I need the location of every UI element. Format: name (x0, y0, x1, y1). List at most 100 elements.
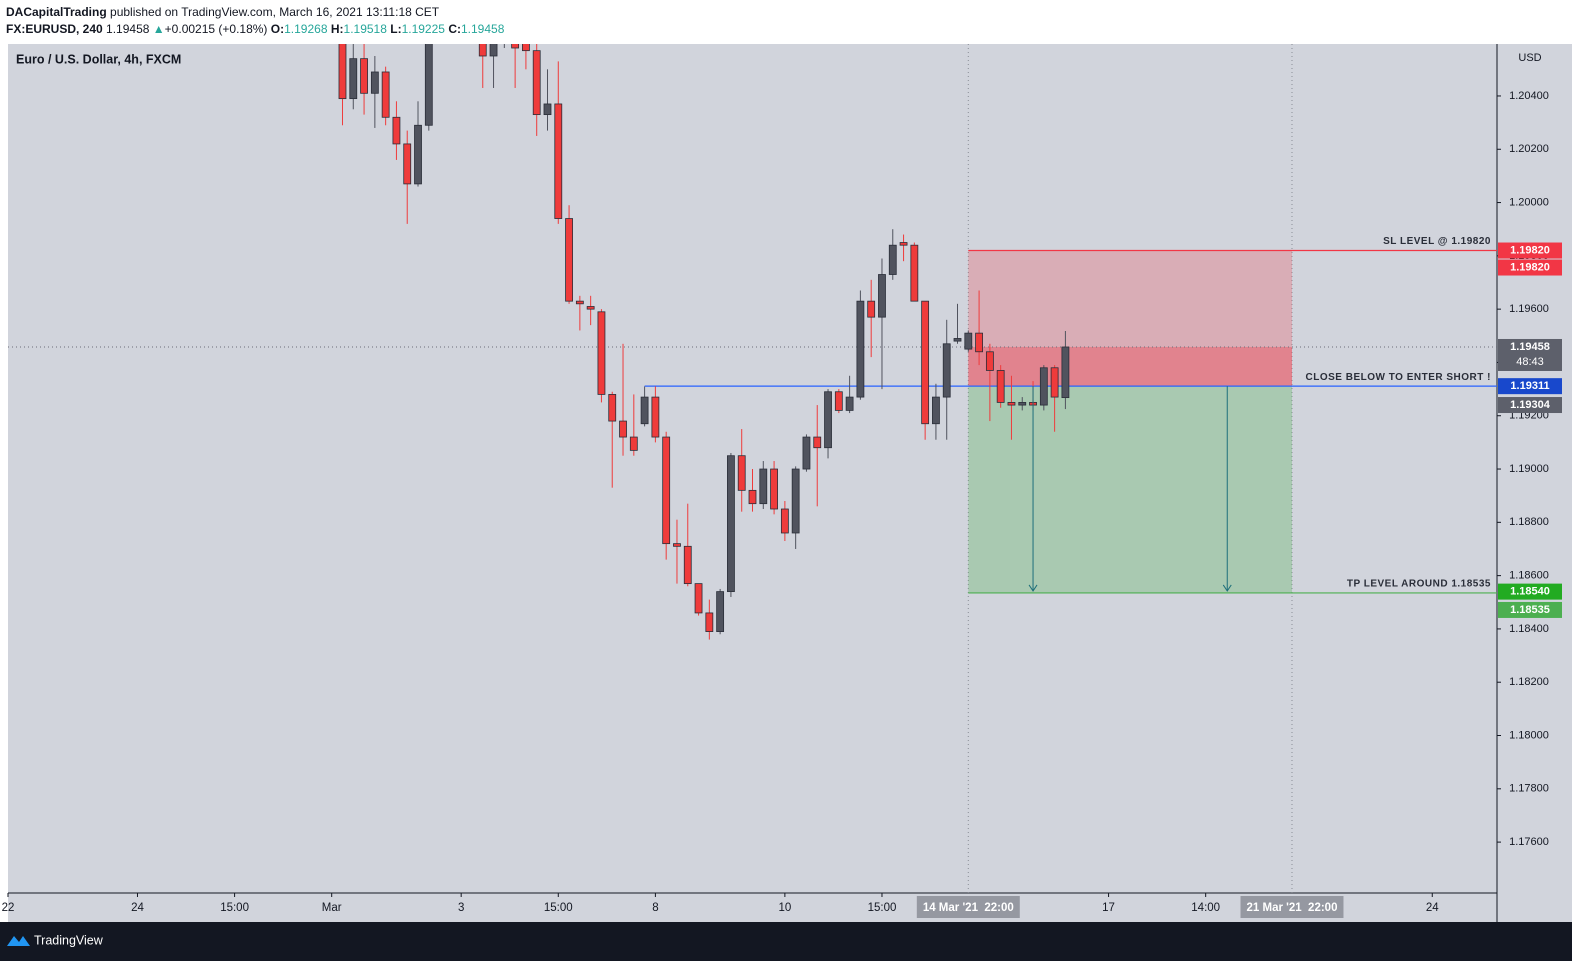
stop-zone (968, 250, 1292, 387)
price-tag (1498, 242, 1562, 259)
header-bg (0, 0, 1572, 44)
candle-body (705, 612, 714, 632)
candle-body (543, 103, 552, 116)
candle-body (478, 44, 487, 57)
price-tag-label: 1.18535 (1510, 604, 1550, 616)
candle-body (1061, 346, 1070, 399)
candle-body (845, 396, 854, 411)
candle-body (532, 50, 541, 116)
time-marker-label: 14 Mar '21 22:00 (923, 902, 1014, 914)
change: +0.00215 (+0.18%) (164, 22, 268, 36)
candle-body (953, 338, 962, 342)
candle-body (813, 436, 822, 449)
author: DACapitalTrading (6, 5, 107, 19)
candle-body (1039, 367, 1048, 406)
x-tick-label: 10 (778, 902, 791, 914)
annotation: CLOSE BELOW TO ENTER SHORT ! (1306, 372, 1491, 383)
annotation: SL LEVEL @ 1.19820 (1383, 236, 1491, 247)
price-tag (1498, 397, 1562, 414)
candle-body (975, 332, 983, 353)
y-tick-label: 1.20000 (1509, 196, 1549, 208)
candle-body (629, 436, 638, 451)
candle-body (694, 583, 703, 614)
candle-body (867, 300, 876, 318)
footer-bg (0, 922, 1572, 961)
y-tick-label: 1.20400 (1509, 90, 1549, 102)
price-tag (1498, 259, 1562, 276)
candle-body (619, 420, 627, 438)
ohlc-key: O: (270, 22, 285, 36)
time-marker-box (916, 896, 1020, 918)
candle-body (727, 455, 735, 593)
y-tick-label: 1.19600 (1509, 303, 1549, 315)
candle-body (737, 455, 746, 491)
ohlc-value: 1.19518 (343, 22, 387, 36)
y-tick-label: 1.18200 (1509, 676, 1549, 688)
symbol: FX:EURUSD, 240 (6, 22, 103, 36)
candle-body (878, 274, 886, 318)
chart-bg (8, 44, 1572, 922)
candle-body (770, 468, 778, 510)
candle-body (932, 396, 940, 425)
ohlc-value: 1.19458 (460, 22, 505, 36)
ohlc-key: L: (390, 22, 402, 36)
candle-body (370, 71, 379, 94)
y-tick-label: 1.18600 (1509, 570, 1549, 582)
candle-body (338, 44, 347, 100)
candle-body (1007, 402, 1016, 406)
x-tick-label: 14:00 (1191, 902, 1220, 914)
x-tick-label: 22 (2, 902, 15, 914)
candle-body (856, 300, 865, 398)
ohlc-key: C: (448, 22, 461, 36)
open-loss-zone (968, 346, 1292, 387)
price-tag-label: 1.18540 (1510, 586, 1550, 598)
x-tick-label: 15:00 (220, 902, 249, 914)
candle-body (1018, 402, 1027, 406)
price-tag-label: 1.19458 (1510, 341, 1550, 353)
candle-body (597, 311, 606, 395)
candle-body (608, 394, 617, 422)
candle-body (414, 124, 422, 185)
candle-body (403, 143, 412, 185)
time-marker-box (1240, 896, 1344, 918)
candle-body (586, 306, 595, 310)
ohlc-key: H: (330, 22, 344, 36)
price-tag-label: 1.19820 (1510, 244, 1550, 256)
price-tag (1498, 338, 1562, 371)
header: DACapitalTrading published on TradingVie… (6, 4, 504, 38)
candle-body (899, 242, 908, 246)
candle-body (748, 489, 757, 505)
last-price: 1.19458 (106, 22, 150, 36)
price-tag-label: 1.19304 (1510, 399, 1551, 411)
candle-body (511, 44, 520, 49)
candle-body (802, 436, 811, 470)
chart-title: Euro / U.S. Dollar, 4h, FXCM (16, 52, 181, 66)
currency-label: USD (1518, 52, 1541, 64)
plot-area (8, 44, 1497, 893)
candle-body (662, 436, 671, 545)
x-tick-label: 24 (131, 902, 144, 914)
header-line-1: DACapitalTrading published on TradingVie… (6, 4, 504, 21)
price-tag-label: 1.19820 (1510, 261, 1550, 273)
x-tick-label: 24 (1426, 902, 1439, 914)
candle-body (824, 391, 832, 449)
candle-body (996, 370, 1005, 403)
candle-body (791, 468, 800, 534)
x-tick-label: Mar (322, 902, 342, 914)
candle-body (942, 343, 951, 398)
candle-body (381, 71, 390, 118)
y-tick-label: 1.18400 (1509, 623, 1549, 635)
price-tag-note: 48:43 (1516, 356, 1544, 368)
y-tick-label: 1.17600 (1509, 836, 1549, 848)
target-arrow-head (1222, 584, 1232, 592)
candle-body (651, 396, 660, 438)
candle-body (888, 244, 897, 275)
candle-body (360, 58, 368, 94)
candle-body (392, 116, 401, 145)
candle-body (759, 468, 768, 505)
y-tick-label: 1.17800 (1509, 783, 1549, 795)
price-tag (1498, 378, 1562, 395)
target-zone (968, 386, 1292, 593)
published: published on TradingView.com, March 16, … (110, 5, 440, 19)
